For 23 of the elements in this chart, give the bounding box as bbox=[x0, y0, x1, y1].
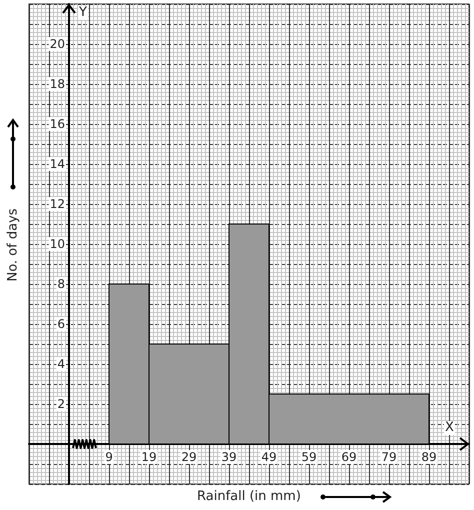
x-tick-label: 89 bbox=[421, 450, 437, 464]
x-tick-label: 79 bbox=[381, 450, 397, 464]
y-tick-label: 18 bbox=[50, 77, 65, 91]
y-tick-label: 6 bbox=[57, 317, 65, 331]
x-tick-label: 39 bbox=[221, 450, 237, 464]
y-tick-label: 2 bbox=[57, 397, 65, 411]
y-tick-label: 14 bbox=[50, 157, 65, 171]
x-tick-label: 49 bbox=[261, 450, 277, 464]
x-tick-label: 69 bbox=[341, 450, 357, 464]
x-tick-label: 9 bbox=[105, 450, 113, 464]
x-tick-label: 59 bbox=[301, 450, 317, 464]
y-tick-label: 4 bbox=[57, 357, 65, 371]
y-tick-label: 20 bbox=[50, 37, 65, 51]
y-tick-label: 10 bbox=[50, 237, 65, 251]
x-tick-label: 19 bbox=[141, 450, 157, 464]
y-axis-title: No. of days bbox=[5, 208, 22, 282]
annotation: X bbox=[444, 420, 455, 435]
x-axis-title: Rainfall (in mm) bbox=[197, 489, 301, 505]
x-tick-label: 29 bbox=[181, 450, 197, 464]
y-tick-label: 12 bbox=[50, 197, 65, 211]
y-tick-label: 8 bbox=[57, 277, 65, 291]
y-tick-label: 16 bbox=[50, 117, 65, 131]
annotation: Y bbox=[78, 5, 88, 20]
